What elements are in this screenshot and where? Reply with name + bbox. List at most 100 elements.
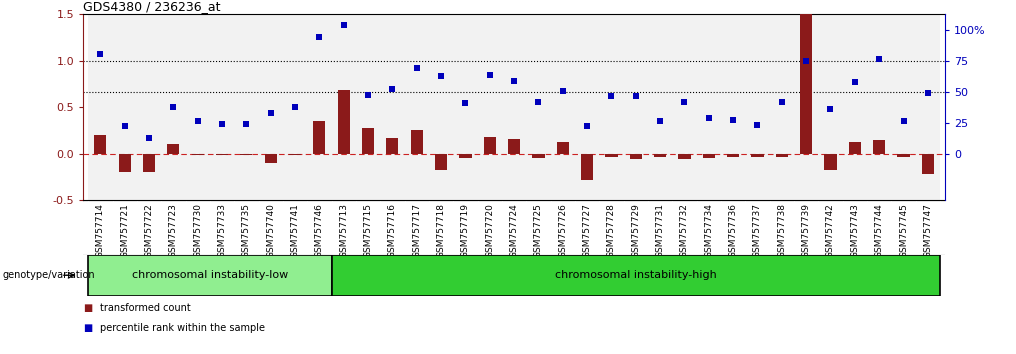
Bar <box>88 255 331 296</box>
Point <box>238 121 254 127</box>
Bar <box>307 14 331 200</box>
Bar <box>915 14 940 200</box>
Text: GSM757736: GSM757736 <box>728 203 738 258</box>
Bar <box>258 14 282 200</box>
Text: GSM757719: GSM757719 <box>461 203 470 258</box>
Text: transformed count: transformed count <box>100 303 190 313</box>
Text: ■: ■ <box>83 323 92 333</box>
Bar <box>502 14 526 200</box>
Bar <box>630 154 642 159</box>
Point <box>798 58 814 63</box>
Point <box>141 135 157 141</box>
Text: GSM757717: GSM757717 <box>412 203 422 258</box>
Bar <box>581 154 593 179</box>
Bar <box>113 14 137 200</box>
Bar <box>842 14 867 200</box>
Text: GSM757735: GSM757735 <box>242 203 251 258</box>
Bar <box>624 14 648 200</box>
Point <box>408 65 425 71</box>
Text: GSM757727: GSM757727 <box>582 203 591 258</box>
Text: GSM757720: GSM757720 <box>486 203 494 258</box>
Bar <box>210 14 235 200</box>
Bar <box>526 14 551 200</box>
Bar <box>331 255 940 296</box>
Bar <box>557 142 569 154</box>
Point <box>579 123 595 129</box>
Bar <box>697 14 721 200</box>
Bar <box>429 14 453 200</box>
Point <box>92 51 109 57</box>
Bar <box>891 14 915 200</box>
Bar <box>119 154 131 172</box>
Text: genotype/variation: genotype/variation <box>2 270 94 280</box>
Bar <box>848 142 861 154</box>
Text: percentile rank within the sample: percentile rank within the sample <box>100 323 264 333</box>
Point <box>311 35 327 40</box>
Point <box>822 106 838 112</box>
Bar <box>453 14 478 200</box>
Text: GSM757723: GSM757723 <box>169 203 178 258</box>
Point <box>701 115 717 121</box>
Point <box>384 87 400 92</box>
Point <box>262 110 278 115</box>
Bar <box>313 121 325 154</box>
Text: chromosomal instability-low: chromosomal instability-low <box>132 270 288 280</box>
Point <box>117 123 133 129</box>
Point <box>335 23 352 28</box>
Bar <box>216 154 229 155</box>
Text: GSM757747: GSM757747 <box>924 203 933 258</box>
Bar <box>897 154 909 157</box>
Text: GSM757731: GSM757731 <box>655 203 664 258</box>
Text: GSM757726: GSM757726 <box>558 203 567 258</box>
Point <box>482 72 498 78</box>
Bar <box>727 154 740 157</box>
Bar <box>410 130 423 154</box>
Bar <box>386 138 398 154</box>
Bar <box>599 14 624 200</box>
Point <box>750 122 766 127</box>
Text: ■: ■ <box>83 303 92 313</box>
Point <box>190 118 206 124</box>
Bar <box>162 14 186 200</box>
Bar <box>873 139 885 154</box>
Bar <box>776 154 787 157</box>
Bar <box>478 14 502 200</box>
Bar <box>508 139 520 154</box>
Text: GSM757730: GSM757730 <box>193 203 202 258</box>
Point <box>433 74 449 79</box>
Point <box>287 104 303 110</box>
Bar <box>551 14 575 200</box>
Text: GSM757733: GSM757733 <box>217 203 227 258</box>
Bar <box>88 14 113 200</box>
Bar <box>264 154 276 163</box>
Text: GSM757734: GSM757734 <box>704 203 713 258</box>
Bar <box>770 14 793 200</box>
Bar <box>824 154 836 170</box>
Text: GSM757724: GSM757724 <box>510 203 518 257</box>
Text: GSM757738: GSM757738 <box>777 203 786 258</box>
Bar <box>289 154 301 155</box>
Point <box>604 93 620 99</box>
Text: GDS4380 / 236236_at: GDS4380 / 236236_at <box>83 0 220 13</box>
Bar <box>235 14 258 200</box>
Text: GSM757721: GSM757721 <box>120 203 129 258</box>
Point <box>919 90 936 96</box>
Point <box>871 56 887 62</box>
Bar <box>818 14 842 200</box>
Text: GSM757732: GSM757732 <box>680 203 689 258</box>
Text: GSM757740: GSM757740 <box>266 203 275 258</box>
Point <box>725 117 742 123</box>
Text: GSM757714: GSM757714 <box>96 203 105 258</box>
Bar <box>192 154 204 155</box>
Bar <box>331 14 356 200</box>
Bar <box>703 154 715 158</box>
Point <box>846 79 863 85</box>
Text: GSM757713: GSM757713 <box>339 203 348 258</box>
Point <box>166 104 182 110</box>
Text: GSM757715: GSM757715 <box>364 203 373 258</box>
Bar <box>94 135 107 154</box>
Text: GSM757745: GSM757745 <box>899 203 908 258</box>
Text: GSM757737: GSM757737 <box>753 203 762 258</box>
Text: GSM757728: GSM757728 <box>607 203 616 258</box>
Point <box>652 118 669 124</box>
